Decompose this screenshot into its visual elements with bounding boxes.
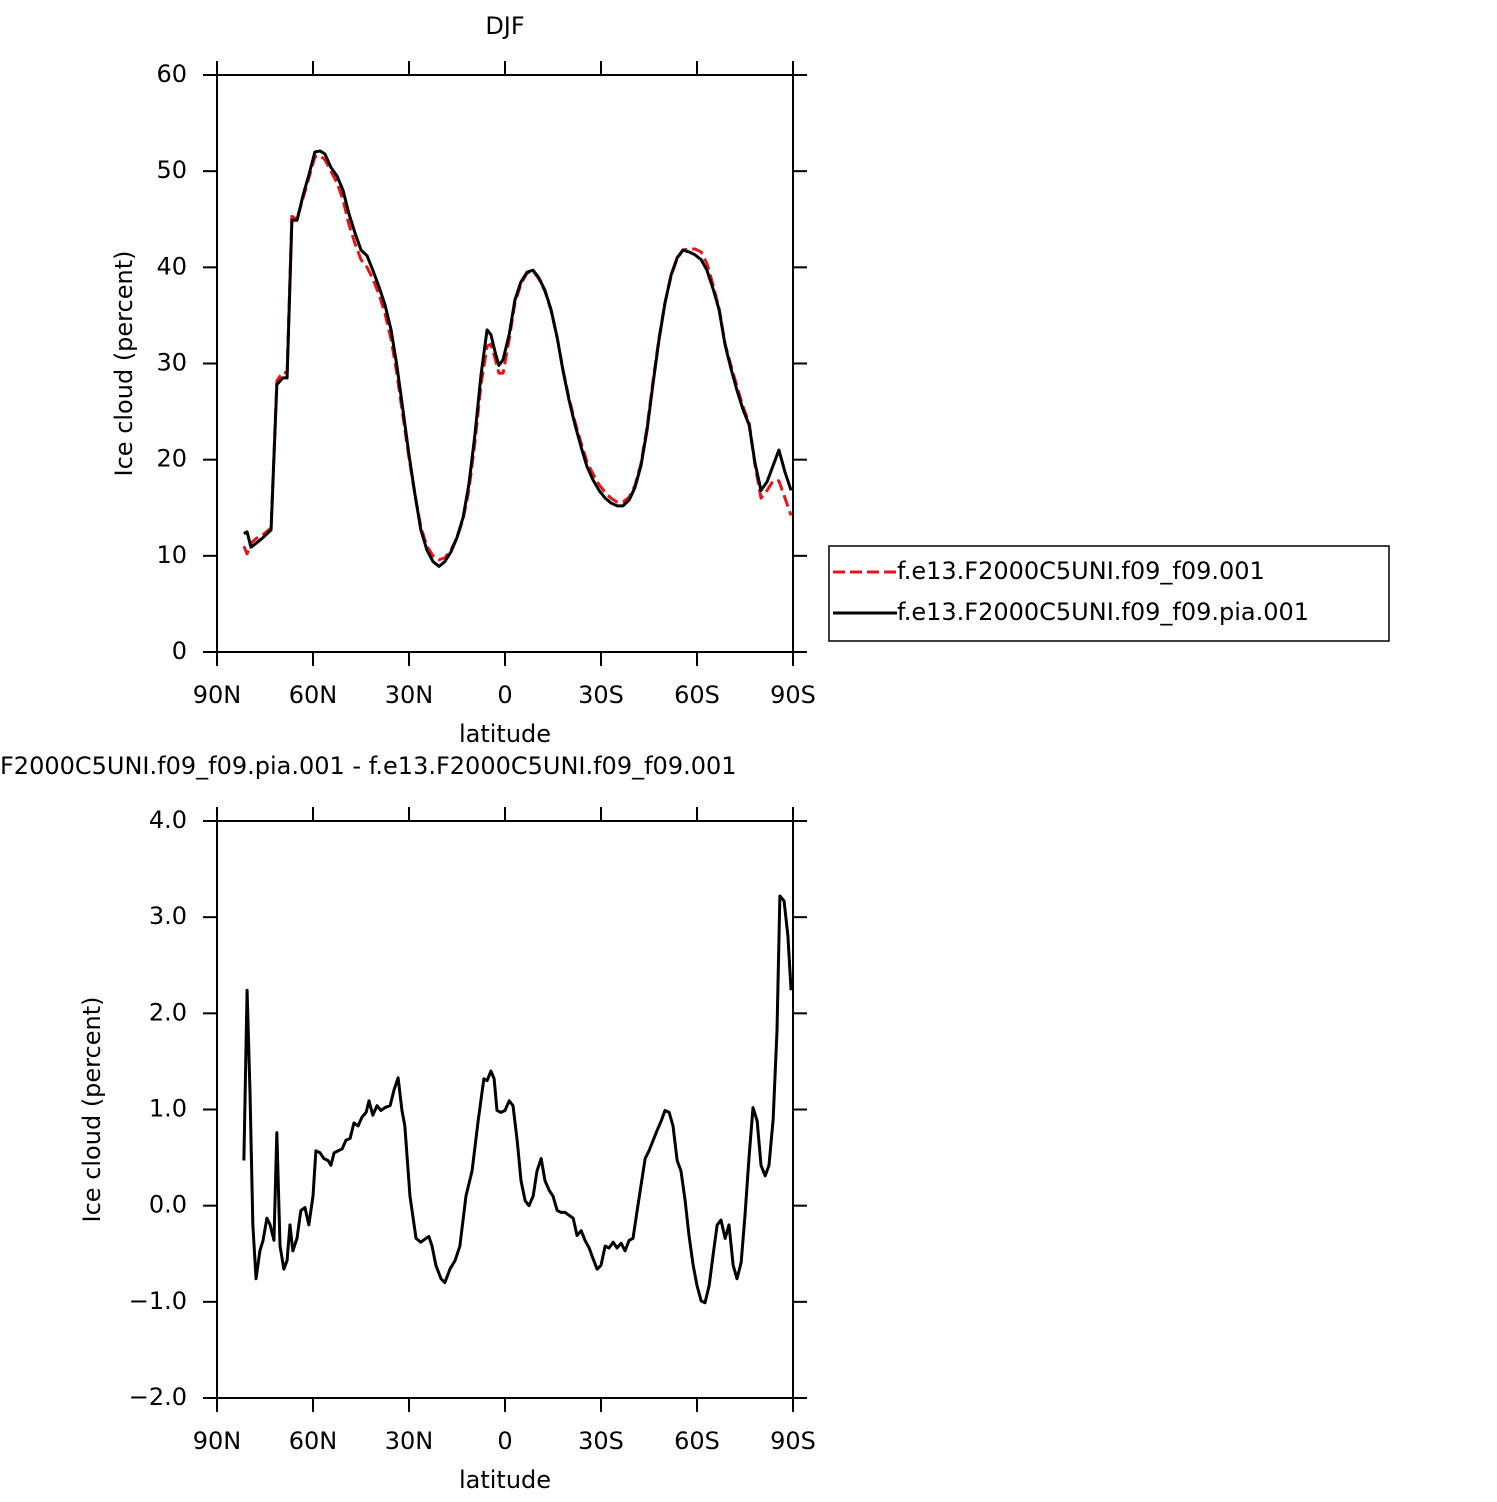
y-tick-label: 20	[156, 445, 187, 473]
x-tick-label: 60N	[289, 681, 338, 709]
x-tick-label: 60S	[674, 681, 720, 709]
y-tick-label: 40	[156, 252, 187, 280]
x-tick-label: 30S	[578, 1427, 624, 1455]
y-tick-label: 30	[156, 349, 187, 377]
legend-box	[828, 545, 1390, 642]
x-axis-label: latitude	[459, 720, 551, 748]
y-tick-label: 2.0	[149, 998, 187, 1026]
x-tick-label: 90N	[193, 681, 242, 709]
y-tick-label: 0.0	[149, 1191, 187, 1219]
legend-label: f.e13.F2000C5UNI.f09_f09.001	[897, 557, 1265, 585]
chart-title: F2000C5UNI.f09_f09.pia.001 - f.e13.F2000…	[0, 752, 737, 780]
x-tick-label: 30S	[578, 681, 624, 709]
y-axis-label: Ice cloud (percent)	[78, 997, 106, 1223]
x-tick-label: 0	[497, 1427, 512, 1455]
y-tick-label: 4.0	[149, 806, 187, 834]
y-tick-label: 10	[156, 541, 187, 569]
data-line	[242, 894, 793, 1305]
y-axis-label: Ice cloud (percent)	[110, 251, 138, 477]
y-tick-label: 3.0	[149, 902, 187, 930]
data-line	[243, 149, 793, 568]
x-tick-label: 90N	[193, 1427, 242, 1455]
y-tick-label: 0	[172, 637, 187, 665]
x-axis-label: latitude	[459, 1466, 551, 1494]
y-tick-label: −1.0	[129, 1287, 187, 1315]
x-tick-label: 60S	[674, 1427, 720, 1455]
y-tick-label: 60	[156, 60, 187, 88]
x-tick-label: 90S	[770, 681, 816, 709]
x-tick-label: 30N	[385, 1427, 434, 1455]
chart-title: DJF	[485, 12, 524, 40]
y-tick-label: 1.0	[149, 1095, 187, 1123]
y-tick-label: −2.0	[129, 1383, 187, 1411]
x-tick-label: 90S	[770, 1427, 816, 1455]
legend-label: f.e13.F2000C5UNI.f09_f09.pia.001	[897, 598, 1309, 626]
x-tick-label: 30N	[385, 681, 434, 709]
x-tick-label: 60N	[289, 1427, 338, 1455]
x-tick-label: 0	[497, 681, 512, 709]
data-line	[242, 154, 793, 562]
y-tick-label: 50	[156, 156, 187, 184]
